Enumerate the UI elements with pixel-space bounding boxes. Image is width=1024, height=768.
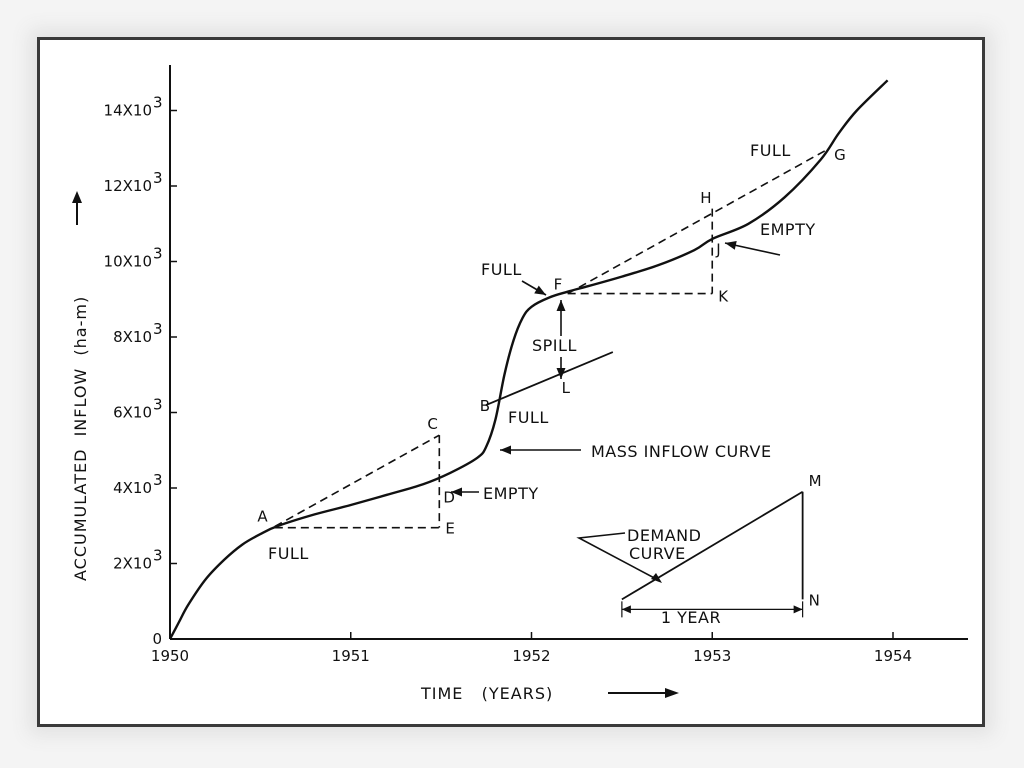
x-tick-label-4: 1954 xyxy=(874,647,912,665)
y-tick-label-6: 12X10 xyxy=(104,177,152,195)
point-label-j: J xyxy=(715,241,720,259)
demand-curve-pointer xyxy=(576,532,661,582)
annotation-demand-curve-1: DEMAND xyxy=(627,526,701,545)
annotation-spill: SPILL xyxy=(532,336,577,355)
mass-inflow-curve-line xyxy=(168,79,889,640)
y-tick-exponent-1: 3 xyxy=(153,547,163,565)
y-tick-label-4: 8X10 xyxy=(113,328,152,346)
x-axis-title: TIME (YEARS) xyxy=(420,684,553,703)
arrow-spill-down-head xyxy=(556,368,566,379)
y-tick-label-0: 0 xyxy=(152,630,162,648)
arrow-empty-j-head xyxy=(725,240,737,250)
y-tick-exponent-4: 3 xyxy=(153,320,163,338)
point-label-f: F xyxy=(554,276,563,294)
y-tick-label-2: 4X10 xyxy=(113,479,152,497)
point-label-d: D xyxy=(443,488,455,506)
curves xyxy=(168,79,889,640)
x-tick-label-1: 1951 xyxy=(332,647,370,665)
x-tick-label-3: 1953 xyxy=(693,647,731,665)
point-label-n: N xyxy=(809,591,820,609)
point-label-c: C xyxy=(427,415,437,433)
annotations: FULL FULL FULL FULL EMPTY EMPTY SPILL MASS INFL… xyxy=(268,141,816,627)
annotation-full-b: FULL xyxy=(508,408,549,427)
y-tick-exponent-5: 3 xyxy=(153,245,163,263)
y-tick-label-3: 6X10 xyxy=(113,404,152,422)
demand-curve-pointer-head xyxy=(651,573,662,583)
annotation-one-year: 1 YEAR xyxy=(661,608,721,627)
dashed-line-0 xyxy=(274,434,440,528)
y-tick-label-7: 14X10 xyxy=(104,102,152,120)
x-axis-arrow-head xyxy=(665,688,679,698)
demand-line-b xyxy=(485,351,614,406)
point-label-k: K xyxy=(718,288,729,306)
arrow-mass-inflow-head xyxy=(500,445,511,455)
annotation-mass-inflow-curve: MASS INFLOW CURVE xyxy=(591,442,772,461)
x-tick-label-0: 1950 xyxy=(151,647,189,665)
y-tick-exponent-2: 3 xyxy=(153,471,163,489)
annotation-full-a: FULL xyxy=(268,544,309,563)
annotation-full-f: FULL xyxy=(481,260,522,279)
chart-frame: 1950 1951 1952 1953 1954 0 2X10 3 4X10 3 6X10 3 8X10… xyxy=(37,37,985,727)
one-year-right-arrow xyxy=(793,605,803,614)
annotation-full-g: FULL xyxy=(750,141,791,160)
point-label-m: M xyxy=(809,472,822,490)
y-axis-arrow-head xyxy=(72,191,82,203)
demand-triangle-slope xyxy=(621,491,804,601)
axes xyxy=(72,65,968,698)
arrow-spill-up-head xyxy=(556,300,566,311)
point-label-b: B xyxy=(480,397,490,415)
y-tick-label-1: 2X10 xyxy=(113,555,152,573)
arrow-full-f-head xyxy=(534,285,546,295)
y-tick-label-5: 10X10 xyxy=(104,253,152,271)
annotation-demand-curve-2: CURVE xyxy=(629,544,686,563)
point-label-l: L xyxy=(562,379,571,397)
one-year-left-arrow xyxy=(621,605,631,614)
point-labels: A B C DE F G H J K L M N xyxy=(257,146,845,609)
dashed-construction-lines xyxy=(274,149,827,529)
annotation-empty-j: EMPTY xyxy=(760,220,816,239)
arrow-empty-d-head xyxy=(451,487,462,497)
y-axis-title: ACCUMULATED INFLOW (ha-m) xyxy=(71,296,90,581)
y-tick-exponent-3: 3 xyxy=(153,396,163,414)
annotation-empty-d: EMPTY xyxy=(483,484,539,503)
point-label-e: E xyxy=(445,520,454,538)
point-label-g: G xyxy=(834,146,846,164)
dashed-line-3 xyxy=(567,149,827,295)
y-tick-exponent-7: 3 xyxy=(153,94,163,112)
y-tick-exponent-6: 3 xyxy=(153,169,163,187)
x-tick-label-2: 1952 xyxy=(512,647,550,665)
point-label-h: H xyxy=(700,189,711,207)
point-label-a: A xyxy=(257,507,268,525)
